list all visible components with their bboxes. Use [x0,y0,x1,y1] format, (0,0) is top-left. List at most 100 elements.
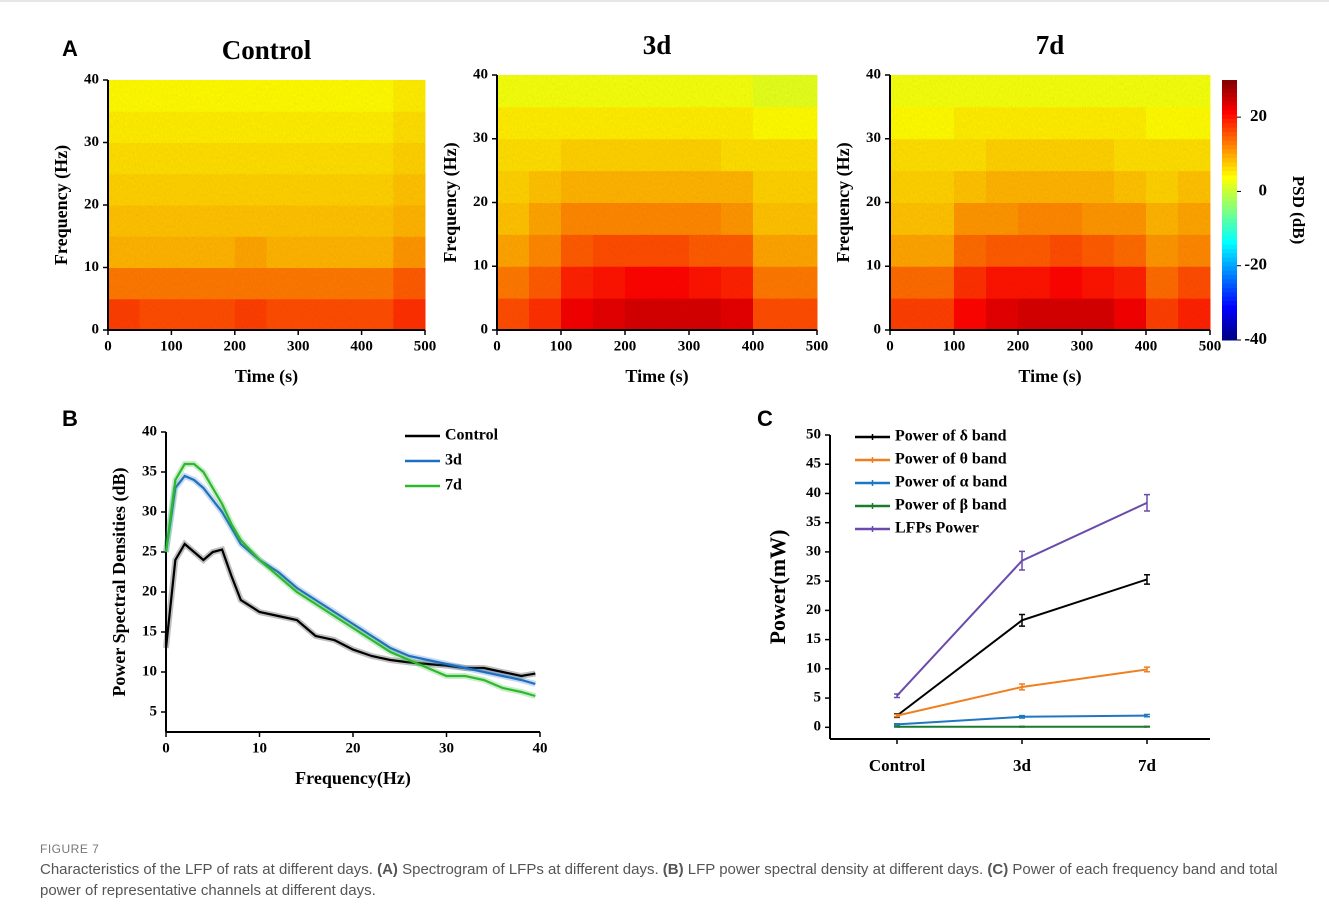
colorbar-step [1222,301,1237,306]
colorbar-step [1222,97,1237,103]
y-tick-label: 20 [142,583,157,599]
legend-label: 3d [445,452,462,469]
colorbar-step [1222,262,1237,267]
colorbar-tick-label: -40 [1244,329,1267,348]
error-bar [1019,714,1025,719]
colorbar-step [1222,240,1237,246]
psd-band [163,539,536,680]
error-bar [1144,493,1150,512]
colorbar-step [1222,114,1237,120]
legend-label: Power of β band [895,497,1007,514]
y-tick-label: 40 [806,485,821,501]
caption-segment: Spectrogram of LFPs at different days. [397,861,663,878]
colorbar-step [1222,127,1237,133]
panel-label: C [757,406,773,431]
colorbar-step [1222,314,1237,319]
colorbar-step [1222,305,1237,311]
x-tick-label: 0 [493,338,501,354]
y-axis-label: Frequency (Hz) [833,142,854,262]
y-tick-label: 0 [92,321,100,337]
colorbar-step [1222,331,1237,337]
y-tick-label: 30 [806,543,821,559]
x-tick-label: 200 [614,338,637,354]
y-tick-label: 15 [806,631,821,647]
panel-label: B [62,406,78,431]
colorbar-tick-label: 20 [1250,106,1267,125]
colorbar-step [1222,223,1237,228]
caption-segment: LFP power spectral density at different … [683,861,988,878]
x-tick-label: 30 [439,740,454,756]
colorbar-step [1222,188,1237,194]
colorbar-label: PSD (dB) [1289,176,1308,244]
caption: FIGURE 7 Characteristics of the LFP of r… [40,842,1300,901]
x-tick-label: 500 [414,338,437,354]
y-tick-label: 20 [473,194,488,210]
colorbar-step [1222,201,1237,207]
panel-label: A [62,36,78,61]
x-axis-label: Time (s) [625,366,688,387]
colorbar-step [1222,149,1237,155]
y-tick-label: 15 [142,623,157,639]
caption-text: Characteristics of the LFP of rats at di… [40,859,1300,901]
caption-panel-ref: (A) [377,861,398,878]
error-bar [1144,725,1150,728]
legend-label: Power of α band [895,474,1007,491]
legend-label: Control [445,427,499,444]
psd-line [164,542,536,678]
y-tick-label: 0 [814,719,822,735]
y-tick-label: 30 [84,134,99,150]
y-tick-label: 10 [142,663,157,679]
error-bar [894,713,900,718]
x-axis-label: Time (s) [1018,366,1081,387]
colorbar-step [1222,270,1237,276]
colorbar-step [1222,257,1237,263]
panel-title: Control [222,35,312,65]
y-tick-label: 25 [142,543,157,559]
x-tick-label: 20 [346,740,361,756]
colorbar-step [1222,162,1237,168]
panel-title: 7d [1036,30,1065,60]
colorbar-step [1222,153,1237,159]
colorbar-step [1222,253,1237,259]
colorbar-step [1222,231,1237,237]
series-line [896,668,1148,717]
psd-line [164,474,536,686]
y-axis-label: Power(mW) [765,530,790,645]
x-tick-label: 400 [742,338,765,354]
y-tick-label: 10 [84,259,99,275]
error-bar [894,723,900,726]
colorbar-step [1222,244,1237,250]
y-tick-label: 50 [806,426,821,442]
x-tick-label: 200 [224,338,247,354]
colorbar-step [1222,106,1237,111]
series-line [896,578,1148,717]
colorbar-step [1222,327,1237,332]
x-tick-label: 100 [550,338,573,354]
x-tick-label: 300 [1071,338,1094,354]
y-tick-label: 20 [866,194,881,210]
x-tick-label: 7d [1138,756,1157,775]
colorbar-step [1222,84,1237,90]
x-tick-label: 300 [678,338,701,354]
colorbar-step [1222,158,1237,163]
x-tick-label: 10 [252,740,267,756]
colorbar-step [1222,88,1237,94]
y-tick-label: 40 [866,66,881,82]
colorbar-step [1222,175,1237,181]
legend-label: 7d [445,477,462,494]
error-bar [1019,725,1025,728]
error-bar [1144,713,1150,718]
colorbar-step [1222,145,1237,150]
texture [497,75,817,330]
x-tick-label: 400 [350,338,373,354]
error-bar [1019,613,1025,627]
y-tick-label: 10 [473,258,488,274]
caption-segment: Power of each frequency band and total p… [40,861,1278,899]
y-tick-label: 10 [866,258,881,274]
y-tick-label: 40 [473,66,488,82]
caption-label: FIGURE 7 [40,842,100,856]
colorbar-step [1222,275,1237,280]
x-tick-label: 300 [287,338,310,354]
